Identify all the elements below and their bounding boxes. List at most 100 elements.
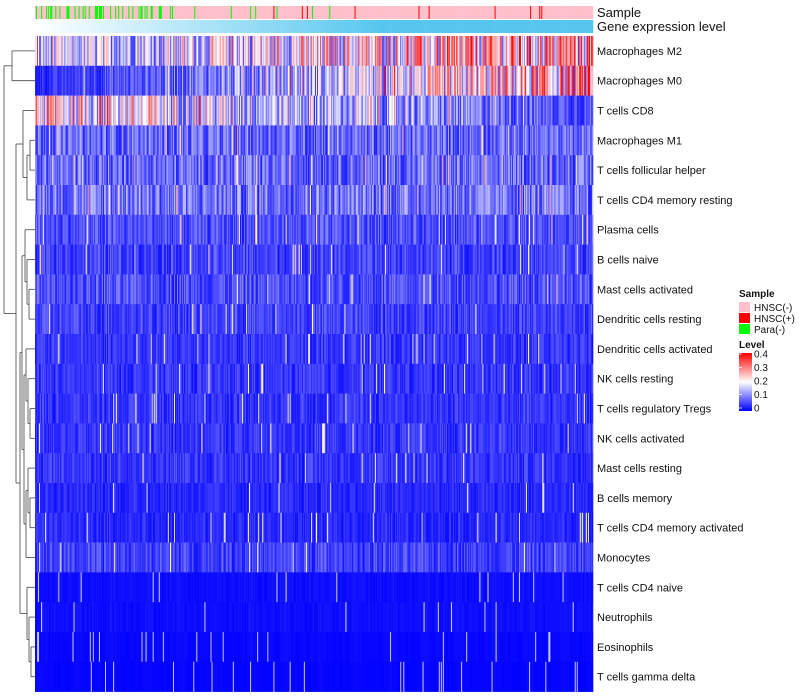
sample-annotation-cell	[584, 6, 587, 19]
expression-annotation-cell	[209, 20, 211, 33]
heatmap-cell	[472, 65, 474, 96]
heatmap-cell	[411, 65, 413, 96]
expression-annotation-cell	[338, 20, 340, 33]
heatmap-cell	[209, 95, 211, 126]
heatmap-cell	[197, 95, 199, 126]
heatmap-cell	[186, 95, 188, 126]
heatmap-cell	[393, 36, 395, 67]
heatmap-cell	[318, 36, 320, 67]
expression-annotation-cell	[266, 20, 268, 33]
expression-annotation-cell	[398, 20, 400, 33]
heatmap-cell	[260, 95, 262, 126]
heatmap-cell	[228, 95, 231, 126]
sample-annotation-cell	[238, 6, 241, 19]
sample-annotation-cell	[79, 6, 81, 19]
sample-annotation-cell	[367, 6, 370, 19]
heatmap-cell	[166, 95, 169, 126]
heatmap-cell	[553, 36, 555, 67]
heatmap-cell	[127, 36, 129, 67]
heatmap-cell	[157, 95, 160, 126]
heatmap-cell	[371, 65, 374, 96]
heatmap-cell	[217, 65, 219, 96]
heatmap-cell	[179, 36, 181, 67]
heatmap-cell	[131, 95, 133, 126]
expression-annotation-cell	[37, 20, 39, 33]
sample-annotation-cell	[175, 6, 177, 19]
heatmap-cell	[557, 36, 559, 67]
expression-annotation-cell	[587, 20, 590, 33]
heatmap-cell	[420, 36, 422, 67]
heatmap-cell	[418, 36, 420, 67]
expression-annotation-cell	[437, 20, 440, 33]
expression-annotation-cell	[290, 20, 292, 33]
heatmap-cell	[145, 36, 147, 67]
heatmap-cell	[160, 95, 163, 126]
heatmap-cell	[464, 36, 466, 67]
heatmap-cell	[436, 65, 439, 96]
sample-annotation-cell	[287, 6, 289, 19]
heatmap-cell	[183, 36, 185, 67]
sample-annotation-cell	[205, 6, 207, 19]
heatmap-cell	[396, 36, 398, 67]
sample-annotation-cell	[274, 6, 276, 19]
expression-annotation-cell	[156, 20, 159, 33]
expression-annotation-cell	[393, 20, 395, 33]
expression-annotation-cell	[57, 20, 59, 33]
heatmap-cell	[169, 95, 172, 126]
heatmap-cell	[119, 95, 121, 126]
sample-annotation-cell	[335, 6, 337, 19]
heatmap-cell	[335, 65, 337, 96]
expression-annotation-cell	[265, 20, 267, 33]
heatmap-cell	[114, 65, 116, 96]
sample-annotation-cell	[573, 6, 576, 19]
heatmap-cell	[102, 65, 105, 96]
heatmap-cell	[556, 65, 558, 96]
heatmap-cell	[207, 36, 209, 67]
heatmap-cell	[202, 95, 204, 126]
heatmap-cell	[167, 65, 170, 96]
expression-annotation-cell	[232, 20, 235, 33]
heatmap-cell	[225, 95, 228, 126]
heatmap-cell	[305, 95, 308, 126]
heatmap-cell	[291, 65, 293, 96]
heatmap-cell	[351, 65, 353, 96]
expression-annotation-cell	[94, 20, 97, 33]
sample-annotation-cell	[252, 6, 254, 19]
heatmap-cell	[66, 95, 68, 126]
expression-annotation-cell	[247, 20, 249, 33]
expression-annotation-cell	[45, 20, 47, 33]
heatmap-cell	[44, 95, 46, 126]
heatmap-cell	[370, 36, 373, 67]
heatmap-cell	[269, 65, 271, 96]
heatmap-cell	[582, 65, 585, 96]
heatmap-cell	[376, 36, 379, 67]
heatmap-cell	[327, 65, 329, 96]
heatmap-cell	[185, 36, 187, 67]
heatmap-cell	[38, 65, 40, 96]
expression-annotation-cell	[381, 20, 384, 33]
heatmap-cell	[96, 65, 99, 96]
expression-annotation-cell	[528, 20, 530, 33]
expression-annotation-cell	[119, 20, 121, 33]
expression-annotation-cell	[227, 20, 230, 33]
expression-annotation-cell	[242, 20, 245, 33]
heatmap-cell	[563, 65, 565, 96]
sample-annotation-cell	[406, 6, 408, 19]
heatmap-cell	[111, 95, 113, 126]
heatmap-cell	[253, 65, 255, 96]
heatmap-cell	[80, 65, 82, 96]
heatmap-cell	[176, 65, 178, 96]
sample-annotation-cell	[139, 6, 141, 19]
heatmap-cell	[42, 36, 44, 67]
heatmap-cell	[77, 36, 79, 67]
expression-annotation-cell	[415, 20, 417, 33]
sample-annotation-cell	[388, 6, 390, 19]
expression-annotation-cell	[512, 20, 515, 33]
heatmap-cell	[91, 65, 94, 96]
expression-annotation-cell	[67, 20, 69, 33]
heatmap-cell	[254, 36, 256, 67]
heatmap-cell	[484, 65, 486, 96]
heatmap-cell	[419, 65, 421, 96]
heatmap-cell	[155, 36, 158, 67]
heatmap-cell	[402, 36, 404, 67]
